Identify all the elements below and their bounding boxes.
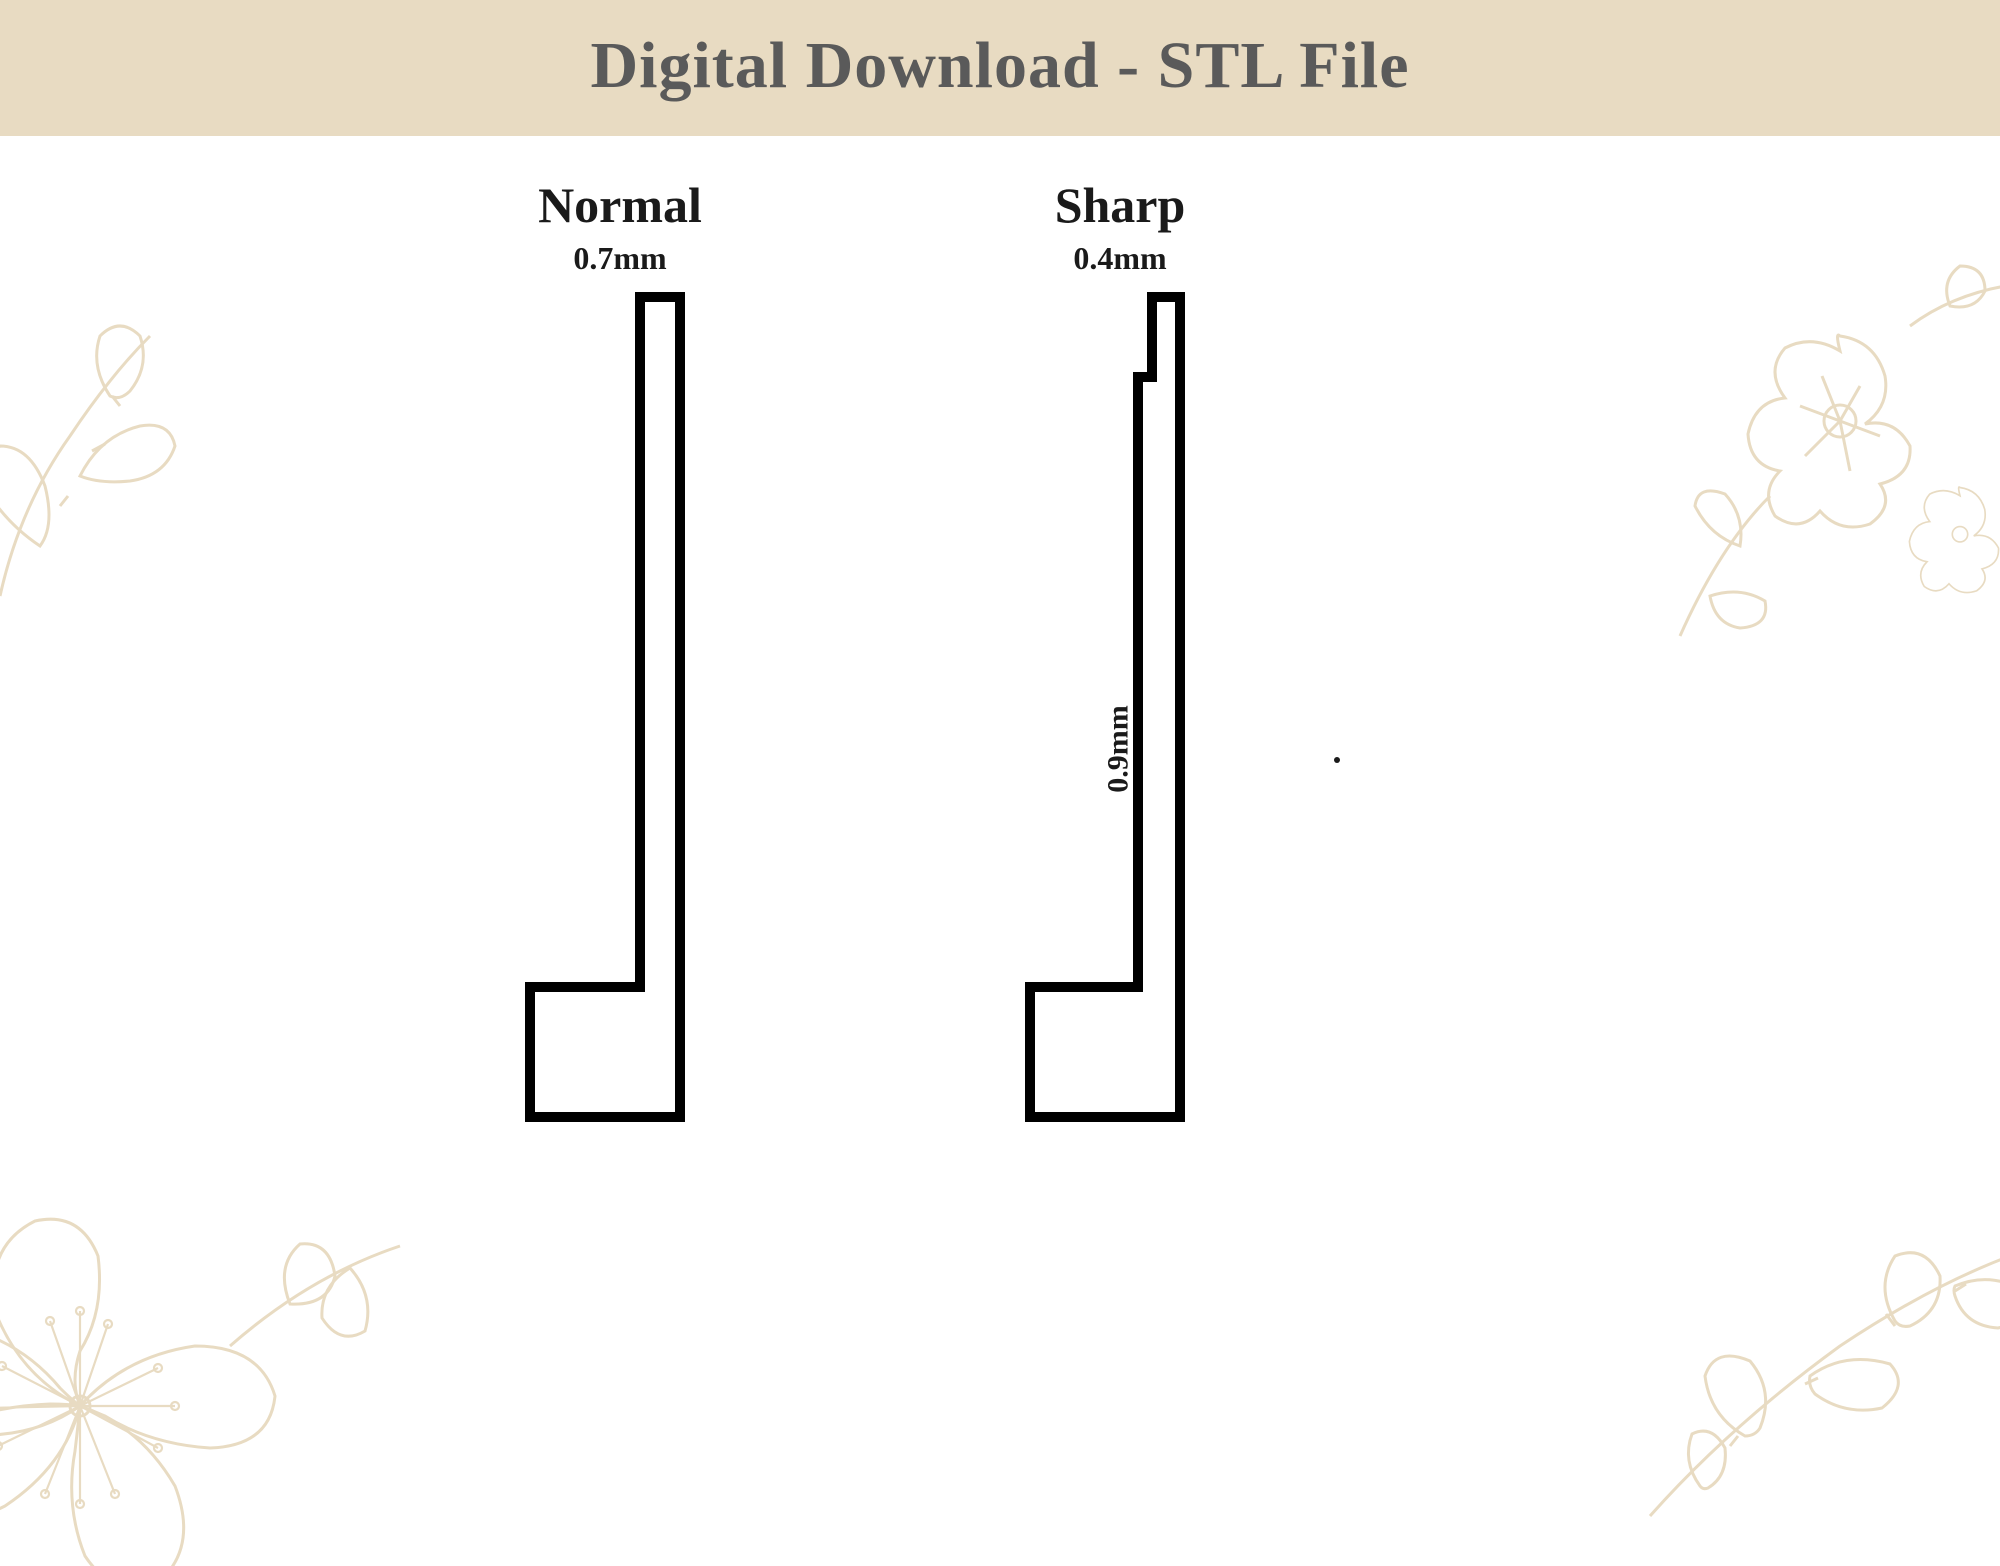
normal-shape — [520, 287, 720, 1127]
header-bar: Digital Download - STL File — [0, 0, 2000, 136]
sharp-title: Sharp — [870, 176, 1370, 234]
normal-title: Normal — [370, 176, 870, 234]
sharp-top-label: 0.4mm — [870, 240, 1370, 277]
floral-top-left — [0, 246, 280, 606]
sharp-side-label: 0.9mm — [1102, 705, 1136, 792]
floral-bottom-right — [1610, 1116, 2000, 1536]
sharp-shape: 0.9mm — [1020, 287, 1220, 1127]
header-title: Digital Download - STL File — [0, 28, 2000, 104]
sharp-panel: Sharp 0.4mm 0.9mm — [870, 176, 1370, 1132]
normal-top-label: 0.7mm — [370, 240, 870, 277]
floral-top-right — [1610, 236, 2000, 656]
normal-panel: Normal 0.7mm — [370, 176, 870, 1132]
sharp-dot — [1334, 757, 1340, 763]
content-area: Normal 0.7mm Sharp 0.4mm 0.9mm — [0, 136, 2000, 1506]
